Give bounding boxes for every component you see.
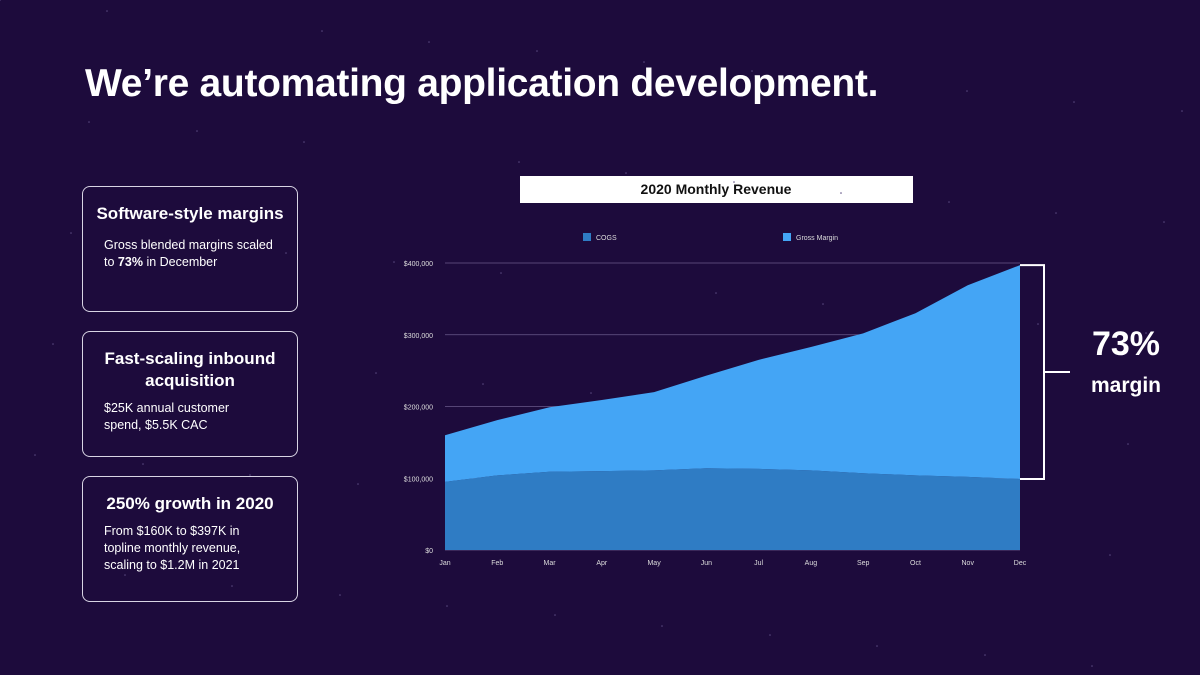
- star: [1181, 110, 1183, 112]
- star: [518, 161, 520, 163]
- star: [661, 625, 663, 627]
- star: [267, 363, 269, 365]
- y-tick-label: $0: [425, 548, 433, 555]
- star: [948, 201, 950, 203]
- x-tick-label: Oct: [910, 560, 921, 567]
- star: [52, 343, 54, 345]
- y-tick-label: $200,000: [404, 405, 433, 412]
- star: [966, 90, 968, 92]
- card-heading: 250% growth in 2020: [106, 494, 274, 513]
- star: [70, 232, 72, 234]
- star: [858, 81, 860, 83]
- star: [303, 141, 305, 143]
- star: [339, 594, 341, 596]
- x-tick-label: Nov: [962, 560, 975, 567]
- x-tick-label: Aug: [805, 560, 818, 567]
- card-body: $25K annual customer spend, $5.5K CAC: [104, 401, 230, 432]
- star: [34, 454, 36, 456]
- x-tick-label: Dec: [1014, 560, 1027, 567]
- star: [393, 261, 395, 263]
- card-text: Gross blended margins scaled to: [104, 238, 273, 269]
- legend-label: Gross Margin: [796, 235, 838, 242]
- card: Software-style margins Gross blended mar…: [82, 186, 298, 312]
- star: [1145, 332, 1147, 334]
- y-tick-label: $300,000: [404, 333, 433, 340]
- chart-title: 2020 Monthly Revenue: [641, 181, 792, 197]
- card-body: From $160K to $397K in topline monthly r…: [104, 524, 241, 572]
- star: [482, 383, 484, 385]
- star: [536, 50, 538, 52]
- star: [1055, 212, 1057, 214]
- star: [840, 192, 842, 194]
- star: [1109, 554, 1111, 556]
- card-highlight: 73%: [117, 255, 143, 269]
- legend-label: COGS: [596, 235, 617, 242]
- star: [124, 574, 126, 576]
- annotation-value: 73%: [1092, 325, 1160, 363]
- star: [1127, 443, 1129, 445]
- x-tick-label: Apr: [596, 560, 608, 567]
- star: [375, 372, 377, 374]
- star: [160, 352, 162, 354]
- bracket: [1020, 264, 1070, 480]
- star: [554, 614, 556, 616]
- legend-swatch: [583, 233, 591, 241]
- y-tick-label: $100,000: [404, 476, 433, 483]
- star: [643, 61, 645, 63]
- x-tick-label: May: [647, 560, 661, 567]
- star: [1073, 101, 1075, 103]
- star: [1163, 221, 1165, 223]
- x-tick-label: Sep: [857, 560, 870, 567]
- y-tick-label: $400,000: [404, 261, 433, 268]
- area: [445, 468, 1020, 550]
- slide-title: We’re automating application development…: [85, 62, 879, 105]
- card-text: in December: [146, 255, 218, 269]
- card: 250% growth in 2020 From $160K to $397K …: [82, 476, 298, 602]
- x-tick-label: Jul: [754, 560, 763, 567]
- card-heading: Software-style margins: [96, 204, 284, 223]
- star: [1091, 665, 1093, 667]
- star: [285, 252, 287, 254]
- star: [88, 121, 90, 123]
- star: [321, 30, 323, 32]
- star: [984, 654, 986, 656]
- star: [625, 172, 627, 174]
- star: [500, 272, 502, 274]
- chart-title-box: [520, 176, 913, 203]
- star: [196, 130, 198, 132]
- card: Fast-scaling inbound acquisition $25K an…: [82, 331, 298, 457]
- x-tick-label: Mar: [544, 560, 557, 567]
- star: [733, 181, 735, 183]
- legend-swatch: [783, 233, 791, 241]
- star: [142, 463, 144, 465]
- star: [769, 634, 771, 636]
- annotation-text: margin: [1091, 374, 1161, 397]
- x-tick-label: Jan: [439, 560, 450, 567]
- star: [231, 585, 233, 587]
- star: [822, 303, 824, 305]
- star: [178, 241, 180, 243]
- star: [876, 645, 878, 647]
- star: [446, 605, 448, 607]
- x-tick-label: Jun: [701, 560, 712, 567]
- star: [751, 70, 753, 72]
- star: [0, 0, 1, 1]
- star: [715, 292, 717, 294]
- card-heading: Fast-scaling inbound acquisition: [104, 349, 276, 390]
- card-body: Gross blended margins scaled to 73% in D…: [104, 237, 284, 271]
- area: [445, 265, 1020, 482]
- star: [249, 474, 251, 476]
- star: [106, 10, 108, 12]
- star: [1037, 323, 1039, 325]
- star: [590, 392, 592, 394]
- star: [428, 41, 430, 43]
- x-tick-label: Feb: [491, 560, 503, 567]
- star: [357, 483, 359, 485]
